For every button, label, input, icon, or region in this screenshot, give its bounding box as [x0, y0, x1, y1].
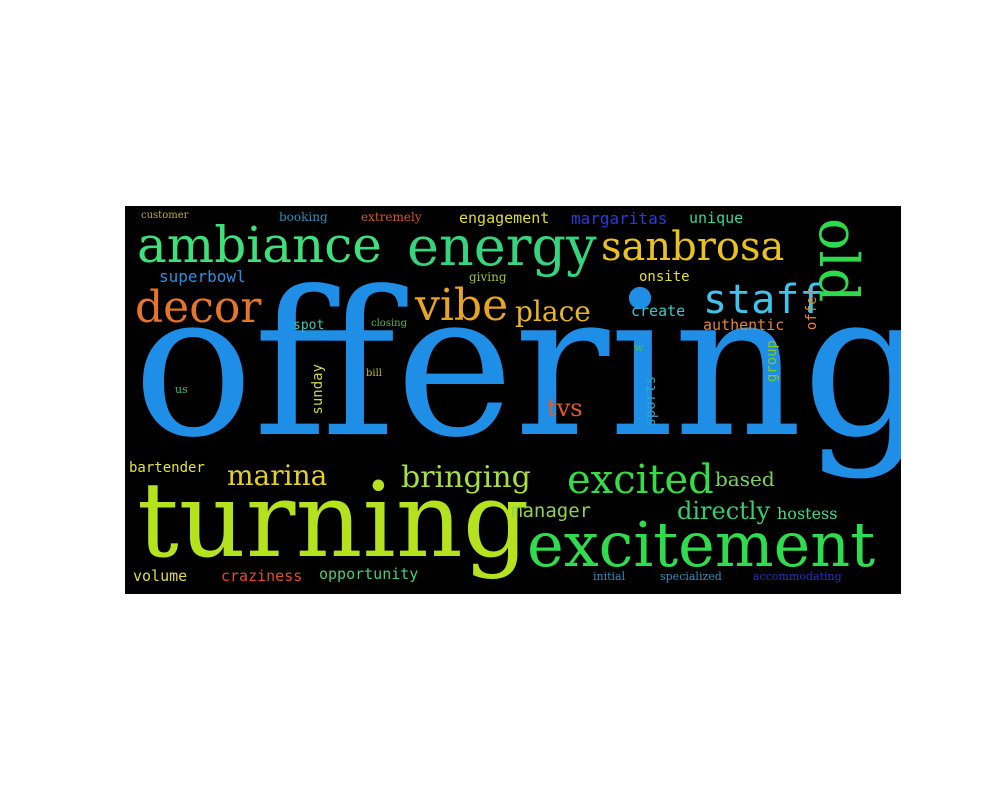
word-tvs: tvs [547, 394, 583, 422]
word-volume: volume [133, 567, 188, 585]
word-excited: excited [567, 457, 714, 503]
word-offer: offer [804, 288, 820, 331]
word-hostess: hostess [777, 504, 838, 523]
word-bartender: bartender [129, 460, 205, 476]
word-sports: sports [643, 376, 659, 427]
word-based: based [715, 467, 775, 491]
word-bringing: bringing [401, 460, 531, 495]
word-sunday: sunday [310, 364, 326, 415]
word-w: w [634, 341, 644, 354]
word-us: us [175, 383, 188, 396]
word-turning: turning [137, 459, 530, 581]
word-decor: decor [135, 282, 262, 333]
word-superbowl: superbowl [159, 267, 246, 286]
word-bill: bill [366, 368, 382, 379]
word-old: old [807, 218, 870, 303]
word-onsite: onsite [639, 269, 690, 285]
word-cloud: offering turning excitement ambiance ene… [125, 206, 901, 594]
word-booking: booking [279, 210, 328, 224]
word-offering: offering [133, 249, 901, 482]
word-marina: marina [227, 459, 328, 492]
word-manager: manager [511, 500, 592, 522]
word-spot: spot [293, 318, 325, 333]
word-group: group [764, 340, 780, 383]
word-extremely: extremely [361, 210, 422, 224]
word-engagement: engagement [459, 209, 550, 227]
word-excitement: excitement [527, 508, 876, 581]
word-ambiance: ambiance [137, 216, 382, 274]
word-authentic: authentic [703, 316, 785, 334]
word-craziness: craziness [221, 567, 303, 585]
word-initial: initial [593, 570, 626, 583]
word-accommodating: accommodating [753, 570, 842, 583]
word-margaritas: margaritas [571, 209, 668, 228]
word-giving: giving [469, 270, 507, 284]
word-directly: directly [677, 497, 771, 525]
word-closing: closing [371, 318, 407, 329]
word-opportunity: opportunity [319, 565, 419, 583]
word-create: create [631, 302, 686, 320]
word-customer: customer [141, 210, 189, 221]
word-specialized: specialized [660, 570, 722, 583]
word-vibe: vibe [415, 280, 509, 331]
word-sanbrosa: sanbrosa [601, 224, 785, 270]
word-energy: energy [407, 215, 597, 278]
word-place: place [515, 295, 591, 328]
word-unique: unique [689, 209, 744, 227]
word-staff: staff [703, 277, 824, 323]
